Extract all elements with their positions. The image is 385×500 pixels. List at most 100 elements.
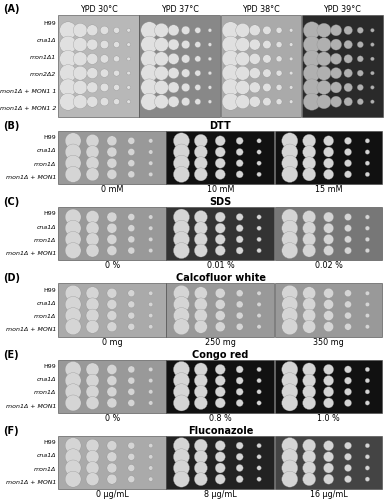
Circle shape <box>149 367 153 372</box>
Bar <box>58 284 166 337</box>
Circle shape <box>173 144 189 160</box>
Circle shape <box>173 133 189 149</box>
Circle shape <box>365 378 370 383</box>
Circle shape <box>365 466 370 470</box>
Circle shape <box>344 69 352 78</box>
Circle shape <box>236 138 243 144</box>
Circle shape <box>194 222 208 234</box>
Circle shape <box>168 68 179 78</box>
Circle shape <box>323 474 333 484</box>
Bar <box>275 131 383 184</box>
Text: mon1Δ: mon1Δ <box>34 238 56 243</box>
Circle shape <box>208 57 212 60</box>
Circle shape <box>86 222 99 234</box>
Circle shape <box>345 454 352 460</box>
Circle shape <box>345 476 352 482</box>
Circle shape <box>107 387 117 397</box>
Circle shape <box>149 172 153 176</box>
Circle shape <box>65 285 81 301</box>
Text: 0 %: 0 % <box>105 262 120 270</box>
Circle shape <box>303 363 316 376</box>
Circle shape <box>323 234 333 244</box>
Circle shape <box>345 224 352 232</box>
Circle shape <box>323 322 333 332</box>
Circle shape <box>365 138 370 143</box>
Text: cna1Δ: cna1Δ <box>37 148 56 154</box>
Text: mon1Δ + MON1: mon1Δ + MON1 <box>6 328 56 332</box>
Circle shape <box>236 66 250 80</box>
Circle shape <box>194 244 208 257</box>
Circle shape <box>107 322 117 332</box>
Circle shape <box>149 291 153 296</box>
Circle shape <box>195 84 201 90</box>
Circle shape <box>303 79 320 96</box>
Circle shape <box>215 387 225 397</box>
Circle shape <box>282 144 298 160</box>
Text: mon2Δ2: mon2Δ2 <box>30 72 56 77</box>
Circle shape <box>303 298 316 311</box>
Bar <box>166 360 274 413</box>
Text: (C): (C) <box>3 197 19 207</box>
Circle shape <box>86 134 99 147</box>
Circle shape <box>365 150 370 154</box>
Circle shape <box>303 462 316 474</box>
Circle shape <box>86 168 99 181</box>
Circle shape <box>257 454 261 459</box>
Circle shape <box>236 312 243 319</box>
Circle shape <box>194 386 208 398</box>
Circle shape <box>149 466 153 470</box>
Circle shape <box>65 296 81 312</box>
Circle shape <box>236 388 243 396</box>
Circle shape <box>365 248 370 253</box>
Circle shape <box>222 50 239 68</box>
Circle shape <box>128 224 135 232</box>
Circle shape <box>371 28 374 32</box>
Text: 0 mM: 0 mM <box>101 185 123 194</box>
Circle shape <box>345 290 352 296</box>
Circle shape <box>365 226 370 230</box>
Circle shape <box>236 224 243 232</box>
Bar <box>221 15 301 117</box>
Circle shape <box>87 68 98 78</box>
Circle shape <box>154 24 169 38</box>
Text: mon1Δ: mon1Δ <box>34 390 56 396</box>
Circle shape <box>128 247 135 254</box>
Circle shape <box>263 69 271 78</box>
Circle shape <box>107 398 117 408</box>
Circle shape <box>323 300 333 310</box>
Circle shape <box>149 477 153 482</box>
Circle shape <box>323 170 333 179</box>
Circle shape <box>236 38 250 52</box>
Circle shape <box>365 444 370 448</box>
Circle shape <box>65 471 81 487</box>
Circle shape <box>303 309 316 322</box>
Circle shape <box>181 54 190 63</box>
Circle shape <box>303 210 316 224</box>
Circle shape <box>65 362 81 378</box>
Circle shape <box>303 36 320 53</box>
Circle shape <box>114 42 120 48</box>
Circle shape <box>345 301 352 308</box>
Circle shape <box>65 460 81 476</box>
Circle shape <box>128 236 135 243</box>
Text: mon1Δ: mon1Δ <box>34 162 56 167</box>
Text: H99: H99 <box>43 364 56 369</box>
Circle shape <box>236 377 243 384</box>
Circle shape <box>60 22 77 39</box>
Circle shape <box>290 100 293 103</box>
Circle shape <box>344 54 352 63</box>
Text: mon1Δ: mon1Δ <box>34 466 56 471</box>
Circle shape <box>173 384 189 400</box>
Circle shape <box>365 401 370 405</box>
Circle shape <box>323 288 333 298</box>
Circle shape <box>86 233 99 246</box>
Circle shape <box>149 324 153 329</box>
Circle shape <box>323 147 333 157</box>
Circle shape <box>257 215 261 219</box>
Circle shape <box>323 223 333 233</box>
Circle shape <box>317 52 331 66</box>
Circle shape <box>149 226 153 230</box>
Circle shape <box>323 158 333 168</box>
Circle shape <box>257 226 261 230</box>
Circle shape <box>194 396 208 409</box>
